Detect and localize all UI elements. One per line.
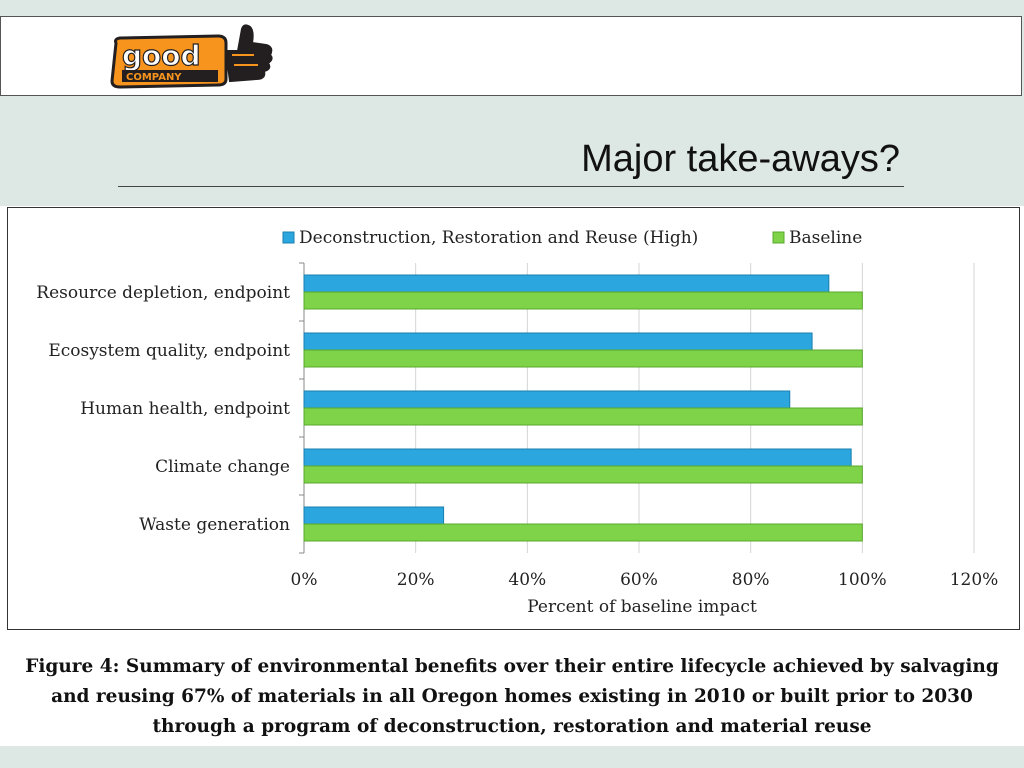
bar-deconstruction [303, 506, 445, 525]
category-label: Climate change [155, 457, 290, 477]
title-underline [118, 186, 904, 187]
good-company-logo: good COMPANY [110, 24, 273, 89]
category-label: Resource depletion, endpoint [36, 283, 290, 303]
legend-label-deconstruction: Deconstruction, Restoration and Reuse (H… [299, 228, 698, 248]
chart-frame: 0% 20% 40% 60% 80% 100% 120% Resource depletion… [7, 207, 1020, 630]
bar-chart: 0% 20% 40% 60% 80% 100% 120% Resource depletion… [36, 228, 999, 617]
figure-caption: Figure 4: Summary of environmental benef… [25, 656, 999, 737]
category-label: Ecosystem quality, endpoint [48, 341, 290, 361]
bar-baseline [303, 465, 863, 484]
category-label: Waste generation [139, 515, 290, 535]
bar-deconstruction [303, 448, 852, 467]
category-label: Human health, endpoint [80, 399, 290, 419]
bar-baseline [303, 349, 863, 368]
legend-swatch-deconstruction [282, 231, 295, 244]
bar-deconstruction [303, 390, 791, 409]
x-tick-label: 100% [838, 570, 887, 590]
x-tick-label: 120% [950, 570, 999, 590]
bar-baseline [303, 291, 863, 310]
x-tick-label: 80% [732, 570, 770, 590]
slide-title: Major take-aways? [581, 138, 900, 180]
x-tick-label: 0% [291, 570, 318, 590]
logo-word-company: COMPANY [126, 72, 182, 83]
x-axis-label: Percent of baseline impact [527, 597, 757, 617]
legend-swatch-baseline [772, 231, 785, 244]
x-tick-label: 40% [508, 570, 546, 590]
bar-deconstruction [303, 332, 813, 351]
bar-deconstruction [303, 274, 830, 293]
legend-label-baseline: Baseline [789, 228, 862, 248]
x-tick-label: 20% [397, 570, 435, 590]
logo-word-good: good [122, 39, 201, 72]
bar-baseline [303, 407, 863, 426]
x-tick-label: 60% [620, 570, 658, 590]
bar-baseline [303, 523, 863, 542]
thumbs-up-icon [224, 24, 273, 83]
